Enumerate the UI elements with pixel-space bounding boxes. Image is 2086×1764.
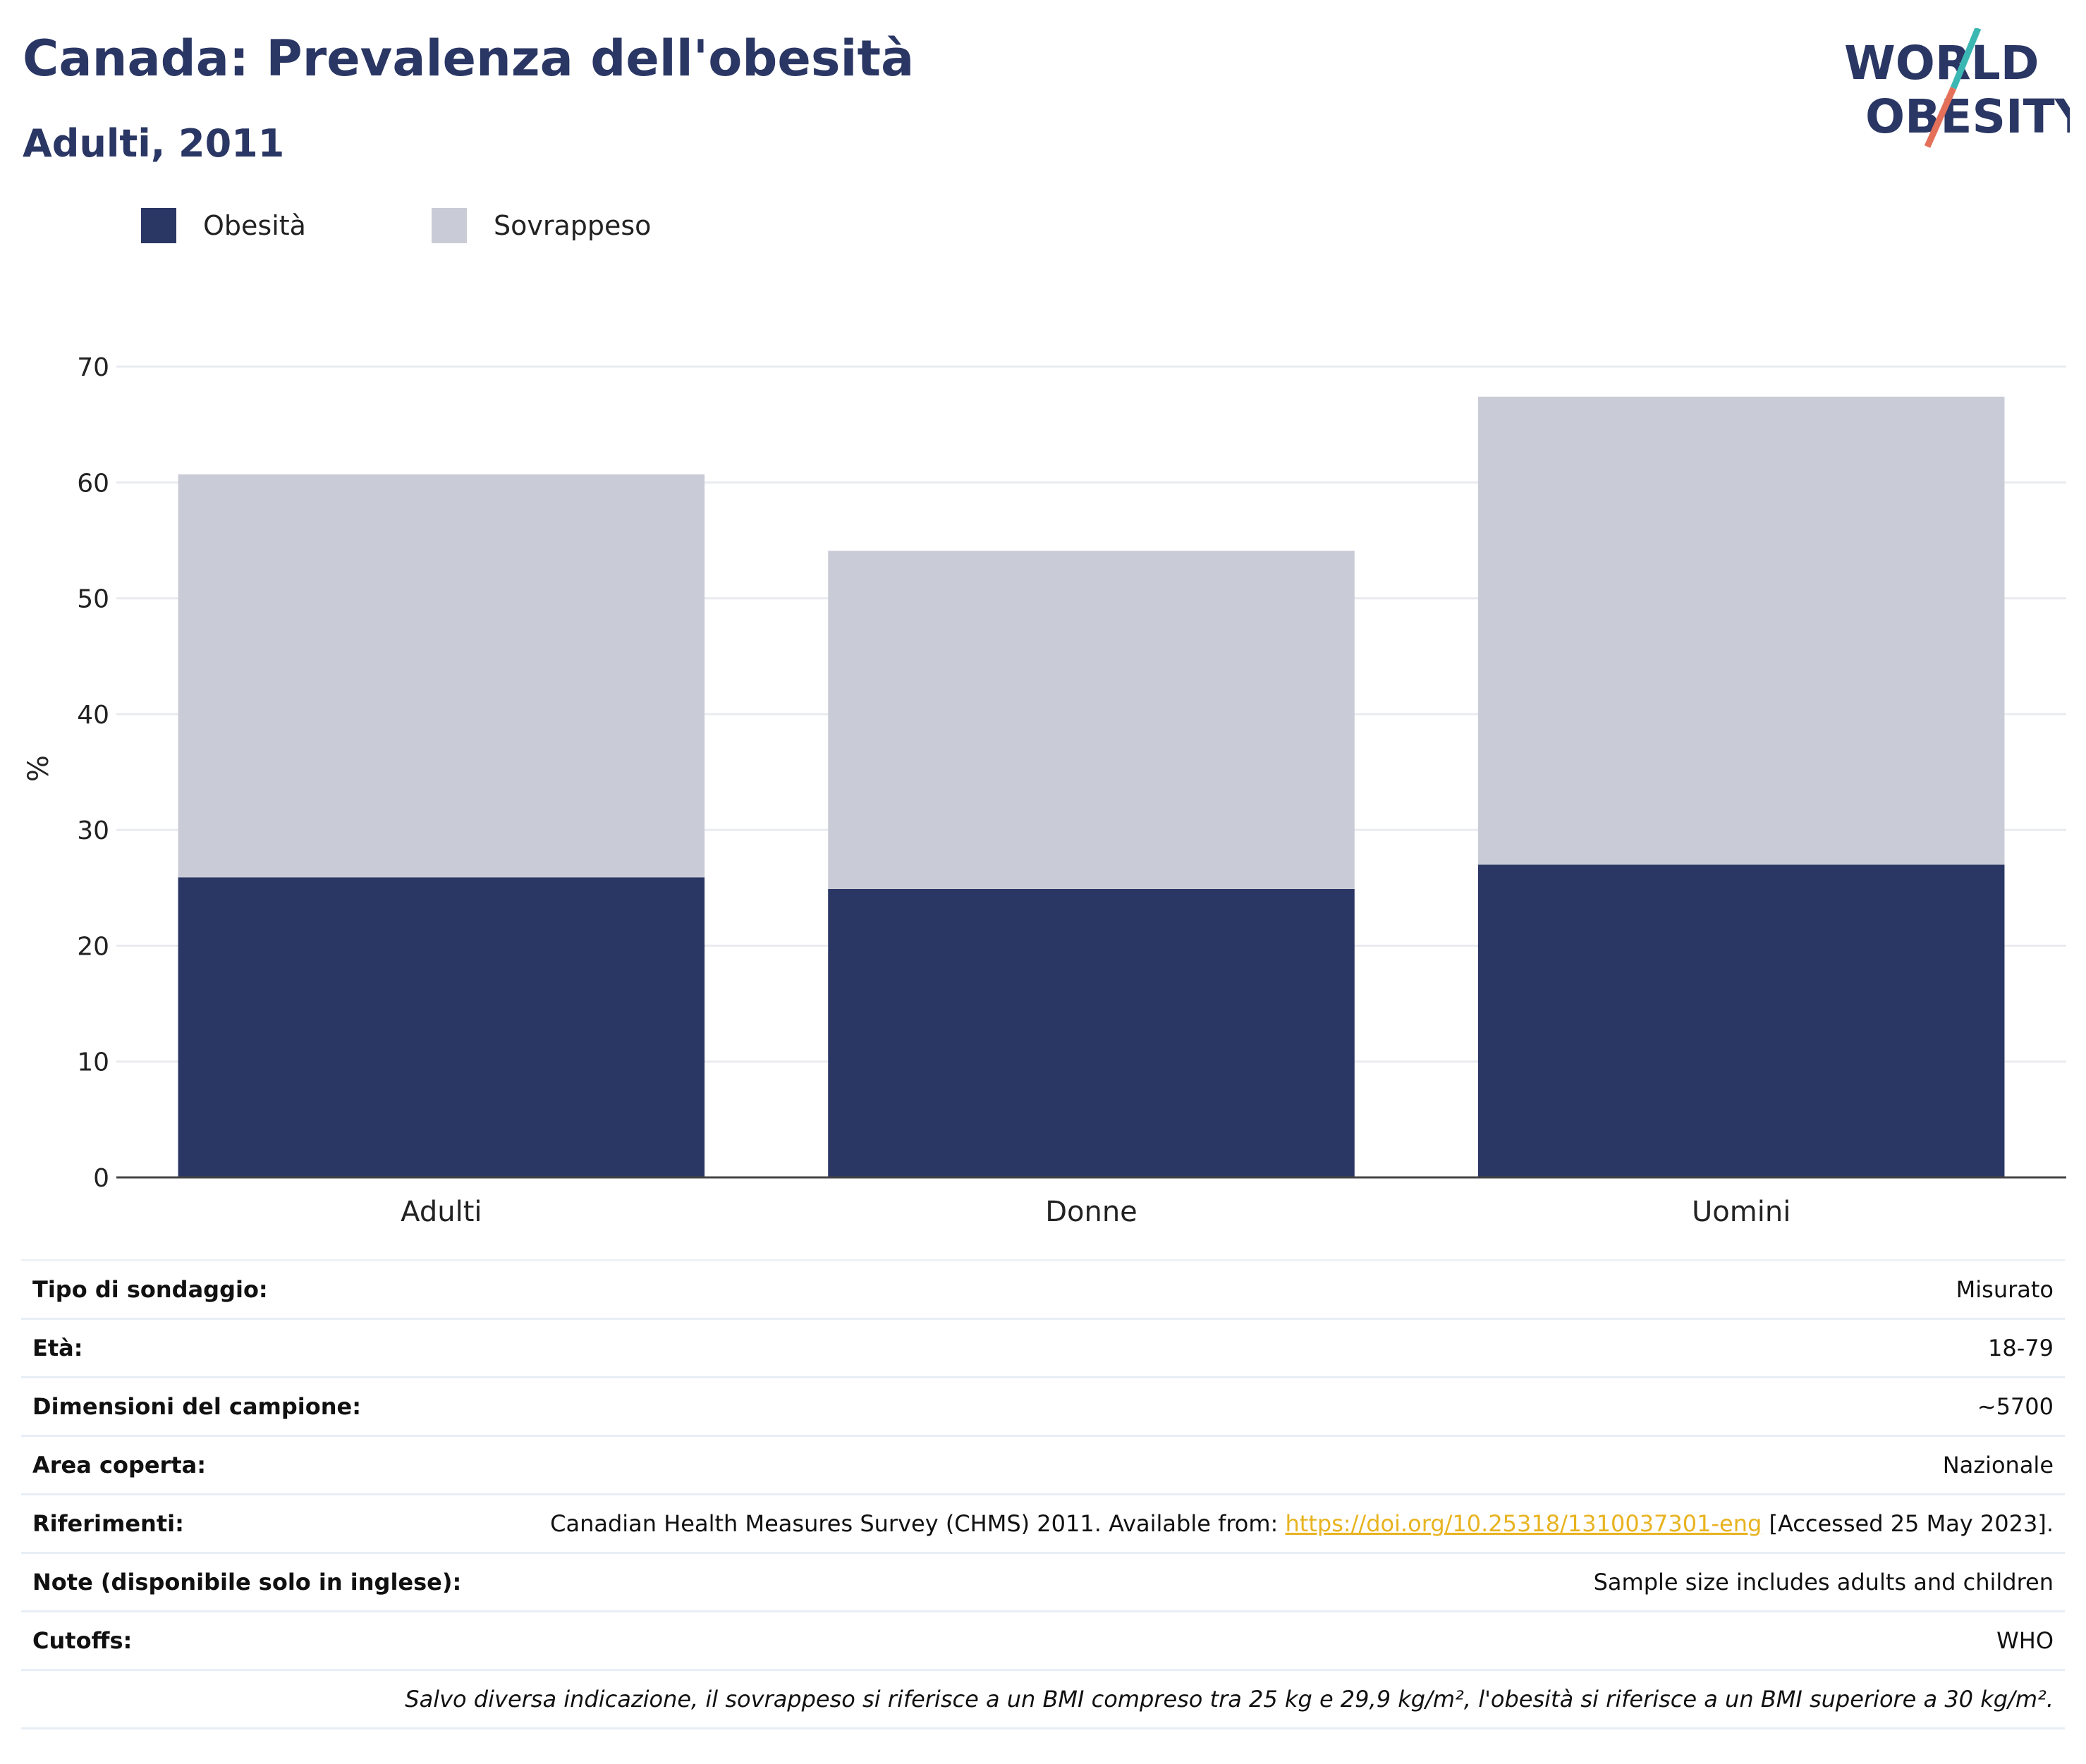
chart-subtitle: Adulti, 2011 [23,121,285,166]
x-category-label: Adulti [401,1196,482,1227]
logo-line-obesity: OBESITY [1865,90,2070,144]
legend-label-sovrappeso: Sovrappeso [494,210,652,241]
legend-label-obesita: Obesità [203,210,306,241]
bar-obesit--adulti[interactable] [178,877,705,1178]
info-value: ~5700 [1977,1393,2054,1420]
chart-title: Canada: Prevalenza dell'obesità [23,30,915,87]
y-tick-label: 10 [77,1048,109,1077]
reference-link[interactable]: https://doi.org/10.25318/1310037301-eng [1285,1510,1762,1537]
bar-obesit--uomini[interactable] [1477,864,2005,1177]
bars [178,396,2005,1178]
reference-text-prefix: Canadian Health Measures Survey (CHMS) 2… [550,1510,1286,1537]
y-tick-label: 50 [77,585,109,614]
info-label: Dimensioni del campione: [32,1393,362,1420]
bar-sovrappeso-adulti[interactable] [178,474,705,878]
bar-sovrappeso-donne[interactable] [828,551,1355,889]
logo-slash-teal [1950,28,1982,90]
info-label: Tipo di sondaggio: [32,1276,268,1303]
info-row-sample-size: Dimensioni del campione: ~5700 [21,1378,2065,1437]
y-tick-label: 20 [77,932,109,961]
x-category-label: Donne [1045,1196,1137,1227]
legend-item-sovrappeso[interactable]: Sovrappeso [432,208,651,243]
logo-line-world: WORLD [1844,36,2039,90]
survey-info-table: Tipo di sondaggio: Misurato Età: 18-79 D… [21,1259,2065,1729]
y-tick-label: 30 [77,816,109,845]
x-category-label: Uomini [1692,1196,1791,1227]
info-label: Note (disponibile solo in inglese): [32,1569,462,1595]
info-row-references: Riferimenti: Canadian Health Measures Su… [21,1495,2065,1554]
y-tick-label: 60 [77,469,109,498]
y-tick-label: 0 [93,1164,109,1193]
stacked-bar-chart: 0 10 20 30 40 50 60 70 Adulti Donne Uomini % [23,353,2066,1227]
info-label: Età: [32,1335,83,1361]
reference-text-suffix: [Accessed 25 May 2023]. [1762,1510,2054,1537]
info-value: Sample size includes adults and children [1593,1569,2054,1595]
info-value: Misurato [1956,1276,2054,1303]
legend-item-obesita[interactable]: Obesità [141,208,306,243]
info-row-notes: Note (disponibile solo in inglese): Samp… [21,1554,2065,1612]
info-row-age: Età: 18-79 [21,1320,2065,1378]
info-value: Nazionale [1942,1452,2054,1478]
info-label: Riferimenti: [32,1510,184,1537]
info-label: Cutoffs: [32,1627,133,1654]
y-tick-label: 40 [77,701,109,730]
legend-swatch-obesita [141,208,176,243]
info-value-reference: Canadian Health Measures Survey (CHMS) 2… [550,1510,2054,1537]
axes: 0 10 20 30 40 50 60 70 Adulti Donne Uomini [77,353,2066,1227]
info-row-survey-type: Tipo di sondaggio: Misurato [21,1261,2065,1320]
bmi-footnote: Salvo diversa indicazione, il sovrappeso… [21,1671,2065,1729]
legend-swatch-sovrappeso [432,208,467,243]
logo-slash-coral [1924,87,1957,148]
bar-obesit--donne[interactable] [828,888,1355,1177]
bar-sovrappeso-uomini[interactable] [1477,396,2005,865]
world-obesity-logo: WORLD OBESITY [1844,28,2070,148]
info-value: WHO [1996,1627,2054,1654]
y-tick-label: 70 [77,353,109,382]
y-axis-title: % [23,755,55,782]
info-value: 18-79 [1988,1335,2054,1361]
info-row-area-covered: Area coperta: Nazionale [21,1437,2065,1495]
info-row-cutoffs: Cutoffs: WHO [21,1612,2065,1671]
info-label: Area coperta: [32,1452,207,1478]
